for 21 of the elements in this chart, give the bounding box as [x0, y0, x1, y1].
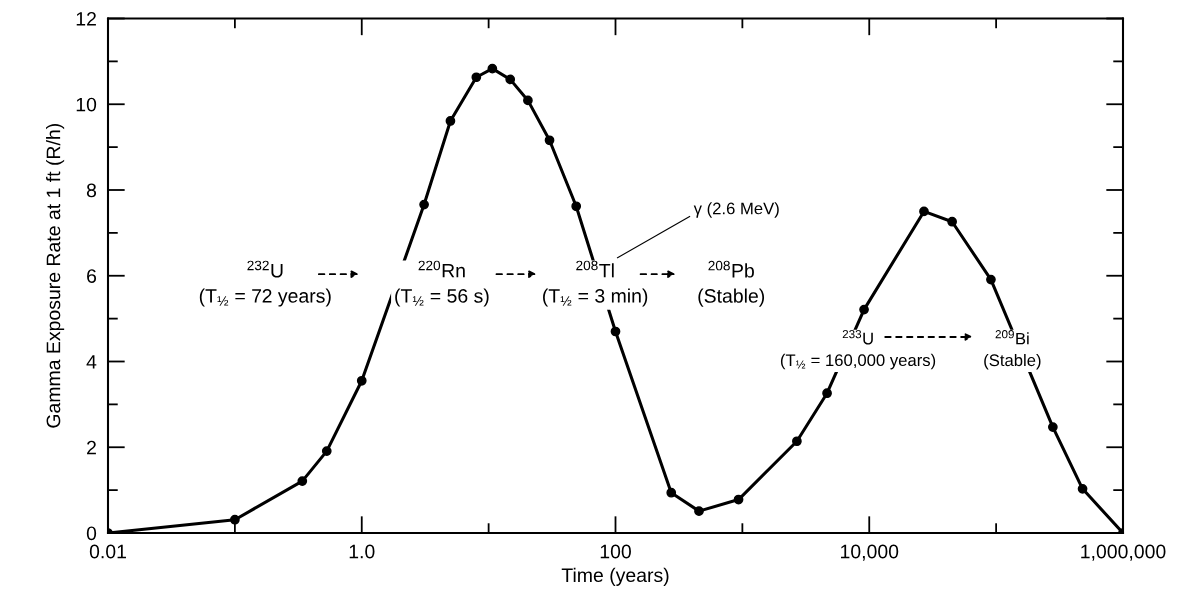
y-tick-label: 10: [76, 97, 97, 112]
x-tick-label: 100: [600, 544, 631, 559]
annotation: $^{209}$Bi (Stable): [984, 330, 1041, 370]
y-axis-title: Gamma Exposure Rate at 1 ft (R/h): [46, 124, 65, 428]
x-tick-label: 10,000: [841, 544, 899, 561]
annotation: γ (2.6 MeV): [693, 202, 779, 218]
x-tick-label: 1,000,000: [1081, 544, 1166, 561]
text: $^{208}$Tl (T$_{½}$ = 3 min): [543, 260, 648, 307]
x-tick-label: 1.0: [349, 544, 375, 559]
y-tick-label: 4: [86, 355, 97, 369]
annotation: $^{208}$Pb (Stable): [698, 260, 765, 307]
text: $^{233}$U (T$_{½}$ = 160,000 years): [780, 329, 936, 370]
x-tick-label: 0.01: [89, 544, 126, 559]
text: $^{220}$Rn (T$_{½}$ = 56 s): [395, 260, 489, 307]
y-tick-label: 2: [87, 440, 96, 455]
y-tick-label: 8: [86, 183, 97, 198]
y-tick-label: 12: [76, 11, 96, 26]
y-tick-label: 6: [87, 269, 97, 283]
text: $^{232}$U (T$_{½}$ = 72 years): [199, 260, 331, 307]
y-tick-label: 0: [86, 526, 97, 541]
x-axis-title: Time (years): [561, 567, 669, 586]
